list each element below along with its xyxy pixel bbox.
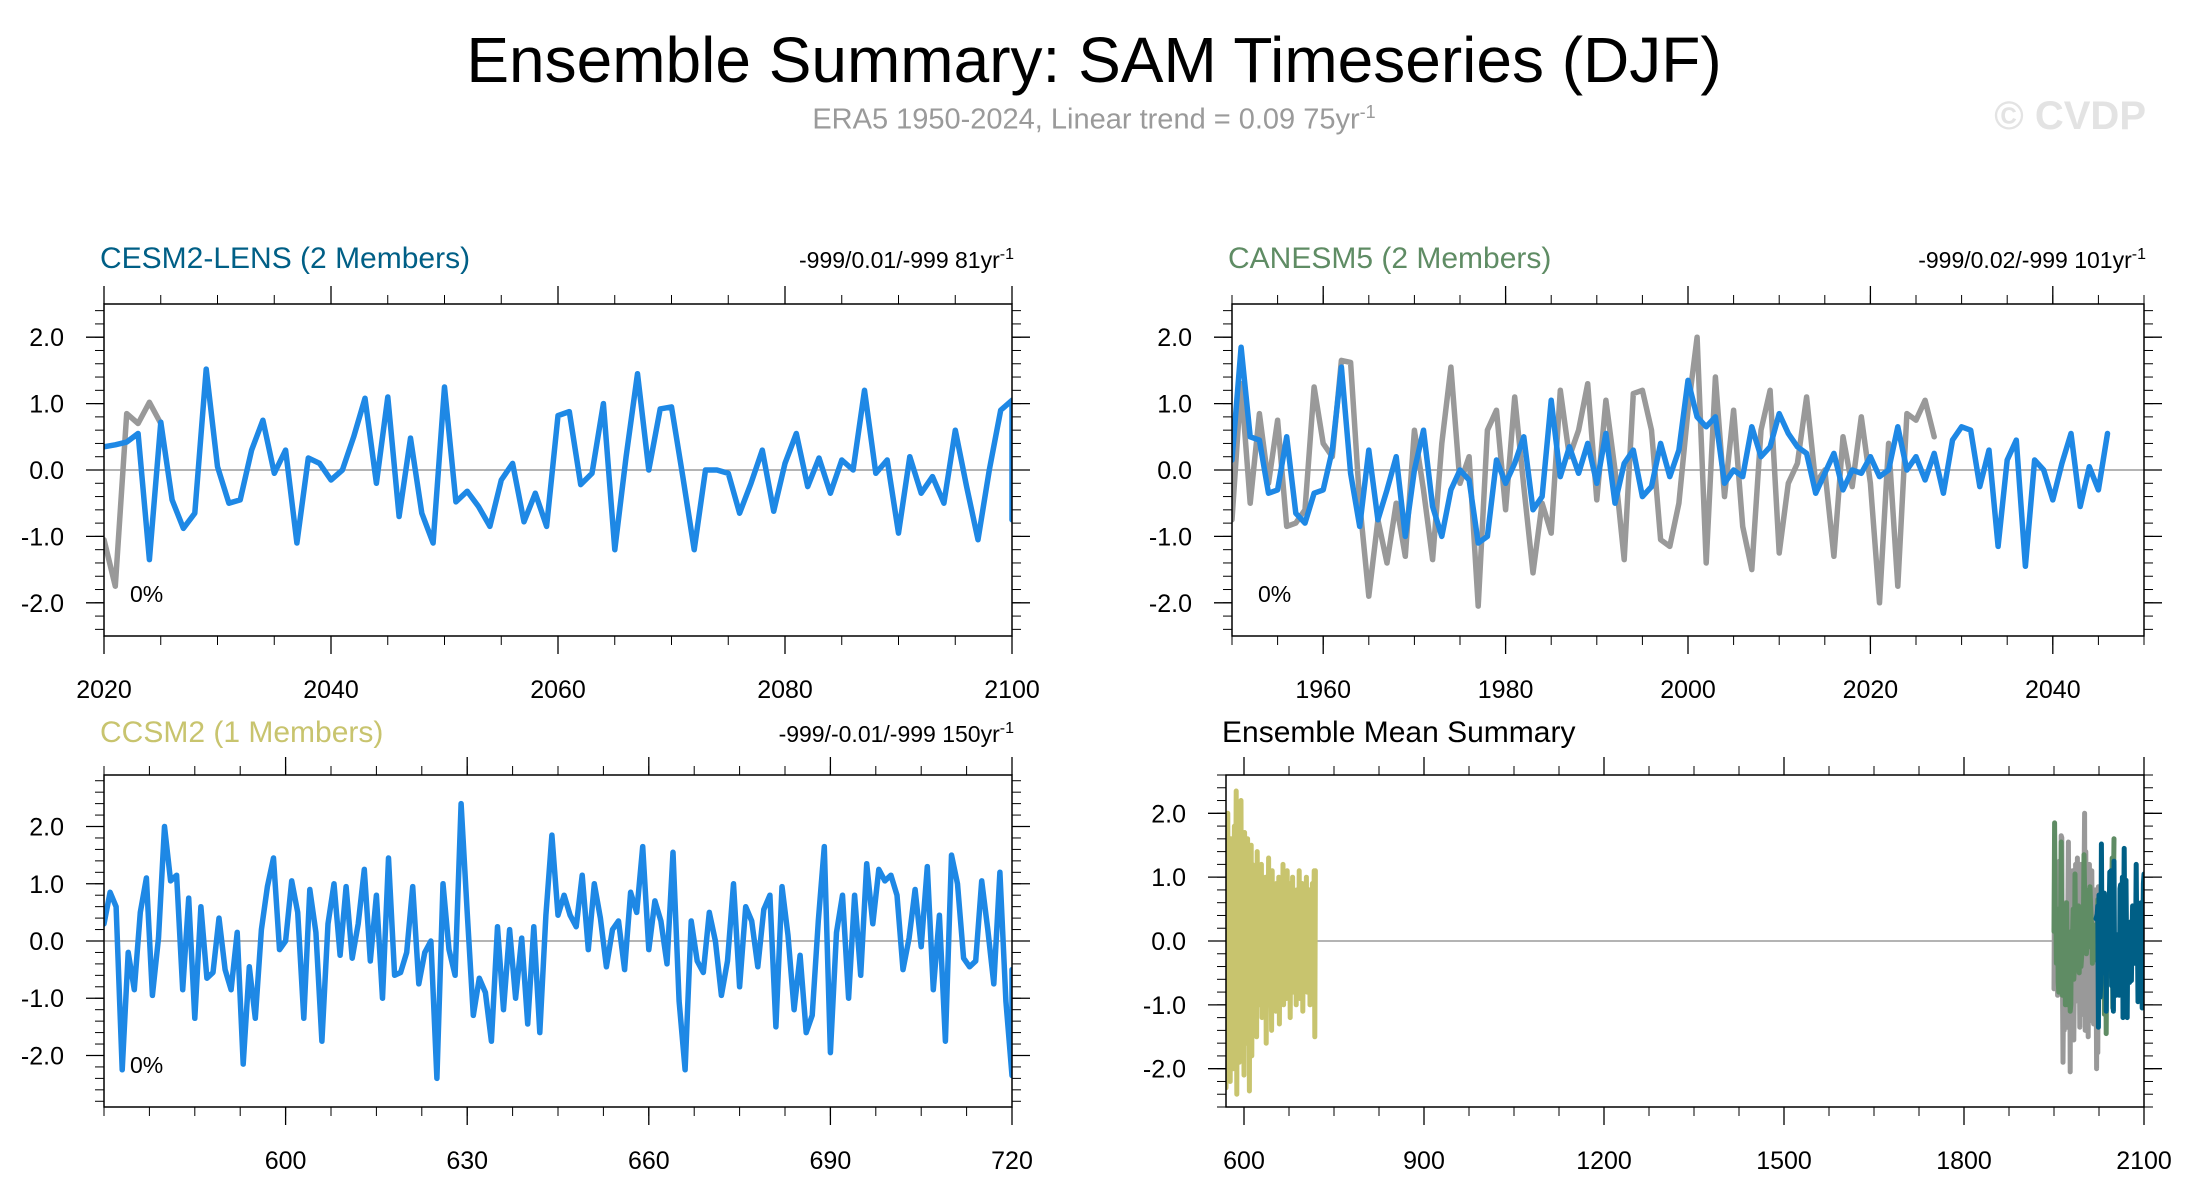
series-line-1 — [104, 800, 1012, 1082]
panel-title: CESM2-LENS (2 Members) — [100, 242, 470, 275]
y-tick-label: -2.0 — [1143, 1056, 1186, 1084]
panel-1: CESM2-LENS (2 Members) -999/0.01/-999 81y… — [21, 242, 1040, 704]
series-line-1 — [104, 399, 164, 589]
y-tick-label: -2.0 — [21, 590, 64, 618]
y-tick-label: 1.0 — [29, 391, 64, 419]
series-group — [1226, 788, 2144, 1097]
y-tick-label: 2.0 — [1157, 324, 1192, 352]
series-line-2 — [1232, 344, 2111, 570]
plot-frame — [103, 303, 1013, 637]
subtitle-text: ERA5 1950-2024, Linear trend = 0.09 75yr — [812, 103, 1360, 136]
y-tick-label: 0.0 — [29, 928, 64, 956]
series-line-1 — [1232, 334, 1937, 609]
y-tick-label: -1.0 — [1143, 992, 1186, 1020]
y-tick-label: -1.0 — [21, 523, 64, 551]
percent-label: 0% — [1258, 581, 1291, 607]
panel-stat: -999/-0.01/-999 150yr-1 — [779, 720, 1015, 747]
panel-stat: -999/0.01/-999 81yr-1 — [799, 246, 1014, 273]
panel-stat: -999/0.02/-999 101yr-1 — [1918, 246, 2146, 273]
series-group — [104, 800, 1012, 1082]
x-tick-label: 1960 — [1295, 676, 1351, 704]
panel-title: Ensemble Mean Summary — [1222, 716, 1575, 749]
panel-title: CANESM5 (2 Members) — [1228, 242, 1551, 275]
x-tick-label: 900 — [1403, 1147, 1445, 1175]
x-tick-label: 1800 — [1936, 1147, 1992, 1175]
series-line-4 — [2093, 841, 2144, 1030]
y-tick-label: -1.0 — [1149, 523, 1192, 551]
panel-title: CCSM2 (1 Members) — [100, 716, 383, 749]
panel-2: CANESM5 (2 Members) -999/0.02/-999 101yr-… — [1149, 242, 2162, 704]
plot-frame — [1231, 303, 2145, 637]
x-tick-label: 2020 — [76, 676, 132, 704]
plot-frame — [1225, 774, 2145, 1108]
plot-frame — [103, 774, 1013, 1108]
x-tick-label: 630 — [446, 1147, 488, 1175]
x-tick-label: 720 — [991, 1147, 1033, 1175]
x-tick-label: 2100 — [2116, 1147, 2172, 1175]
x-tick-label: 2040 — [2025, 676, 2081, 704]
x-tick-label: 2000 — [1660, 676, 1716, 704]
x-tick-label: 1500 — [1756, 1147, 1812, 1175]
page-subtitle: ERA5 1950-2024, Linear trend = 0.09 75yr… — [0, 102, 2188, 137]
series-group — [104, 366, 1012, 589]
x-tick-label: 2100 — [984, 676, 1040, 704]
panel-stat-text: -999/0.01/-999 81yr — [799, 247, 1000, 273]
x-tick-label: 2080 — [757, 676, 813, 704]
panel-stat-superscript: -1 — [1000, 720, 1014, 737]
panel-4: Ensemble Mean Summary 2.0 1.0 0.0 -1.0 -2.0 60… — [1143, 716, 2172, 1175]
x-tick-label: 2040 — [303, 676, 359, 704]
x-tick-label: 1200 — [1576, 1147, 1632, 1175]
y-tick-label: -1.0 — [21, 985, 64, 1013]
x-tick-label: 690 — [810, 1147, 852, 1175]
y-tick-label: 2.0 — [29, 814, 64, 842]
x-tick-label: 1980 — [1478, 676, 1534, 704]
y-tick-label: 0.0 — [1157, 457, 1192, 485]
series-line-2 — [104, 366, 1012, 563]
panel-stat-text: -999/-0.01/-999 150yr — [779, 721, 1001, 747]
y-tick-label: 2.0 — [29, 324, 64, 352]
y-tick-label: 0.0 — [1151, 928, 1186, 956]
panel-3: CCSM2 (1 Members) -999/-0.01/-999 150yr-1… — [21, 716, 1033, 1175]
y-tick-label: -2.0 — [1149, 590, 1192, 618]
panel-stat-superscript: -1 — [1000, 246, 1014, 263]
panel-stat-text: -999/0.02/-999 101yr — [1918, 247, 2132, 273]
y-tick-label: 0.0 — [29, 457, 64, 485]
cvdp-watermark: © CVDP — [1994, 94, 2146, 138]
y-tick-label: 1.0 — [1157, 391, 1192, 419]
page-title: Ensemble Summary: SAM Timeseries (DJF) — [466, 24, 1722, 96]
panel-stat-superscript: -1 — [2132, 246, 2146, 263]
series-group — [1232, 334, 2111, 609]
x-tick-label: 2060 — [530, 676, 586, 704]
y-tick-label: -2.0 — [21, 1042, 64, 1070]
y-tick-label: 2.0 — [1151, 800, 1186, 828]
series-line-1 — [1226, 788, 1318, 1097]
y-tick-label: 1.0 — [1151, 864, 1186, 892]
x-tick-label: 600 — [265, 1147, 307, 1175]
percent-label: 0% — [130, 581, 163, 607]
percent-label: 0% — [130, 1052, 163, 1078]
y-tick-label: 1.0 — [29, 871, 64, 899]
x-tick-label: 660 — [628, 1147, 670, 1175]
x-tick-label: 600 — [1223, 1147, 1265, 1175]
x-tick-label: 2020 — [1843, 676, 1899, 704]
subtitle-superscript: -1 — [1359, 102, 1376, 122]
